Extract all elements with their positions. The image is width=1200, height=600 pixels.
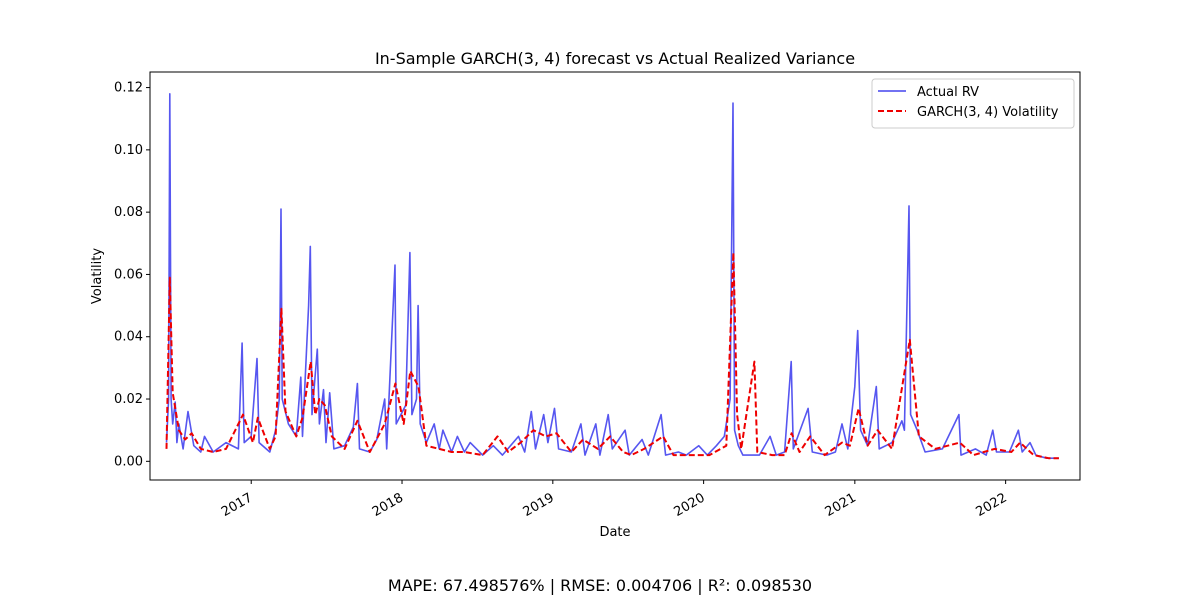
legend-box xyxy=(871,78,1075,129)
legend-label-garch: GARCH(3, 4) Volatility xyxy=(917,105,1059,120)
x-tick-label: 2018 xyxy=(370,490,406,520)
y-tick-label: 0.12 xyxy=(114,81,143,96)
x-tick-label: 2019 xyxy=(521,490,557,520)
y-tick-label: 0.10 xyxy=(114,143,143,158)
series-line-garch xyxy=(165,251,1059,460)
y-tick-label: 0.02 xyxy=(114,392,143,407)
series-line-actual-rv xyxy=(165,93,1059,460)
x-axis: 2017 2018 2019 2020 2021 2022 xyxy=(219,480,1010,520)
metrics-summary: MAPE: 67.498576% | RMSE: 0.004706 | R²: … xyxy=(387,576,813,595)
chart-title: In-Sample GARCH(3, 4) forecast vs Actual… xyxy=(375,49,855,68)
y-tick-label: 0.00 xyxy=(114,454,143,469)
x-tick-label: 2020 xyxy=(671,490,707,520)
x-tick-label: 2017 xyxy=(219,490,255,520)
legend-label-actual-rv: Actual RV xyxy=(917,85,979,100)
x-tick-label: 2022 xyxy=(973,490,1009,520)
y-tick-label: 0.04 xyxy=(114,330,143,345)
series-layer xyxy=(165,93,1059,460)
plot-area xyxy=(149,71,1081,481)
y-tick-label: 0.08 xyxy=(114,205,143,220)
y-tick-label: 0.06 xyxy=(114,267,143,282)
legend: Actual RV GARCH(3, 4) Volatility xyxy=(871,78,1075,129)
x-axis-label: Date xyxy=(599,525,630,540)
y-axis: 0.00 0.02 0.04 0.06 0.08 0.10 0.12 xyxy=(114,81,150,469)
x-tick-label: 2021 xyxy=(823,490,859,520)
y-axis-label: Volatility xyxy=(90,248,105,304)
